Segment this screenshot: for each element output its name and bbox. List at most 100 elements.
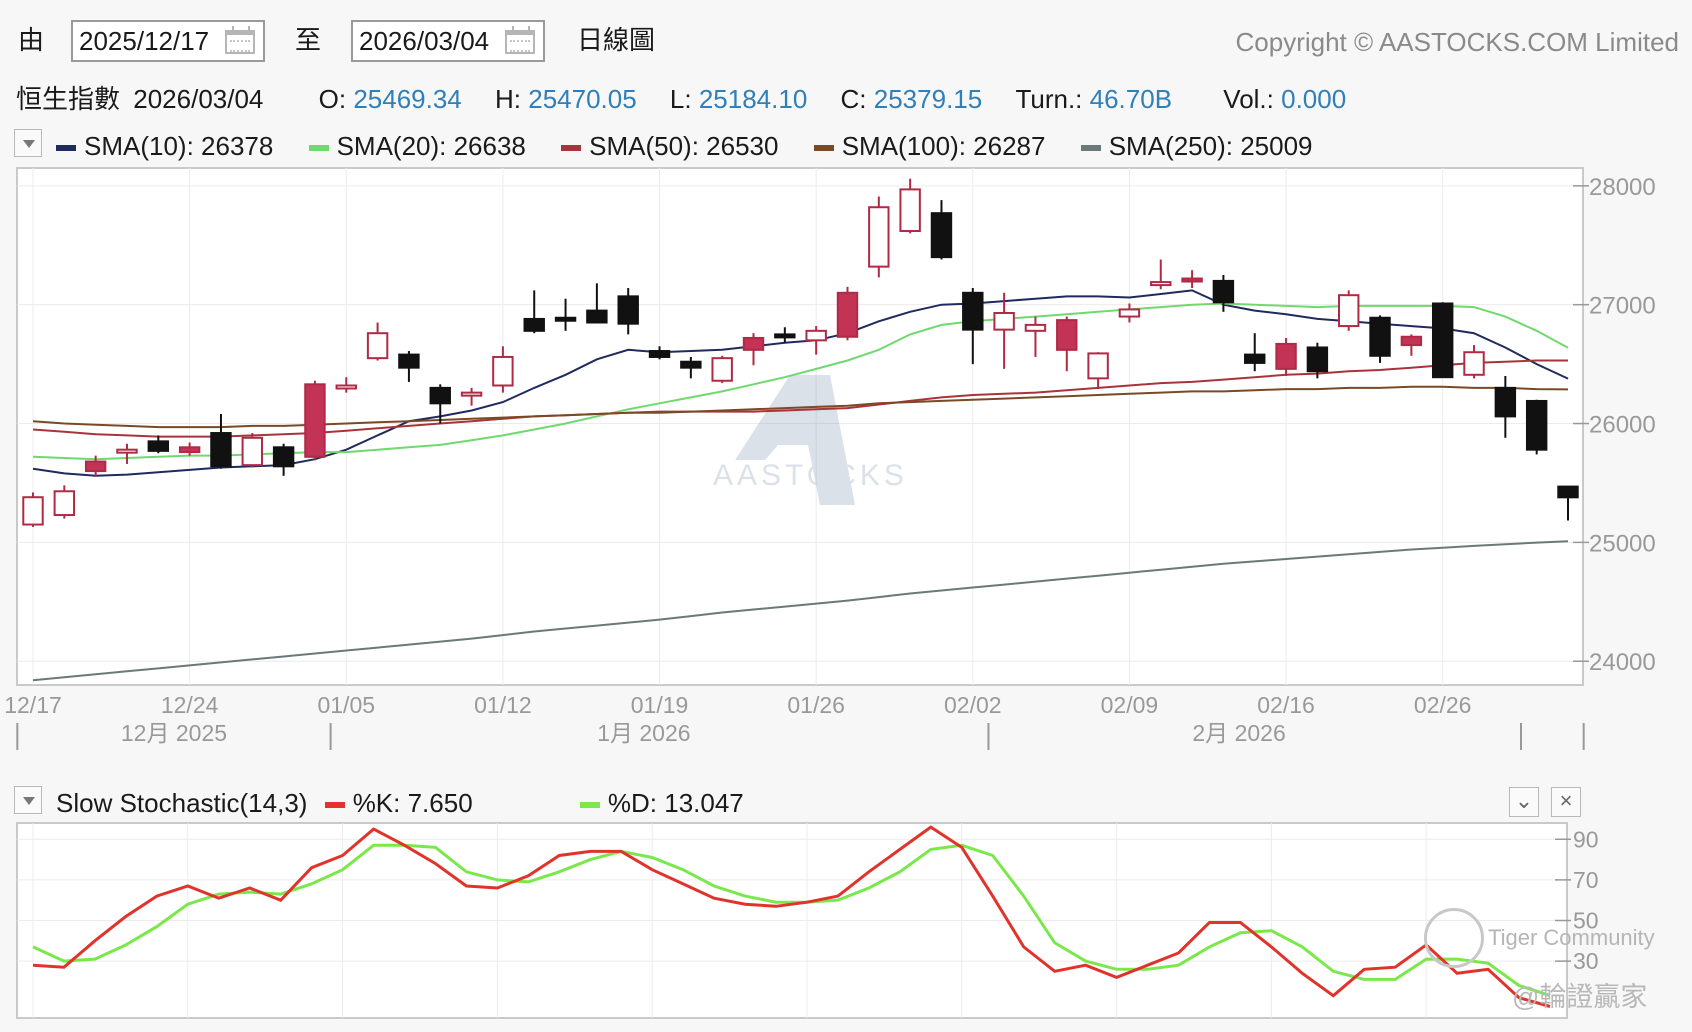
candle-body bbox=[680, 360, 702, 369]
from-date-input[interactable]: 2025/12/17 bbox=[71, 20, 265, 62]
sma-line bbox=[32, 385, 1569, 429]
legend-swatch bbox=[56, 145, 76, 152]
legend-swatch bbox=[579, 802, 600, 809]
sma-legend: SMA(10): 26378 SMA(20): 26638 SMA(50): 2… bbox=[56, 131, 1313, 161]
legend-swatch bbox=[813, 145, 834, 152]
stochastic-dropdown-button[interactable] bbox=[14, 786, 42, 814]
candle bbox=[210, 414, 232, 469]
legend-swatch bbox=[308, 145, 329, 152]
x-tick-label: 01/19 bbox=[631, 692, 689, 718]
candle-body bbox=[1056, 319, 1078, 351]
x-tick-label: 02/16 bbox=[1257, 692, 1315, 718]
candle-body bbox=[930, 212, 953, 259]
candle bbox=[1463, 345, 1485, 379]
period-select[interactable]: 日線圖 bbox=[577, 25, 656, 55]
candle bbox=[1244, 333, 1266, 372]
candle bbox=[554, 298, 577, 331]
community-watermark: Tiger Community bbox=[1488, 925, 1655, 950]
candle bbox=[1087, 352, 1109, 390]
candle bbox=[680, 356, 702, 379]
price-chart[interactable]: 24000 25000 26000 27000 28000 AASTOCKS 12/17 12… bbox=[0, 160, 1692, 760]
indicator-dropdown-button[interactable] bbox=[14, 129, 42, 157]
candle bbox=[366, 322, 389, 361]
candle bbox=[1056, 316, 1078, 372]
candle bbox=[84, 455, 107, 476]
candle-body bbox=[554, 316, 577, 322]
y-tick-label: 70 bbox=[1573, 867, 1599, 893]
candle-body bbox=[1463, 351, 1485, 376]
sma-legend-item: SMA(100): 26287 bbox=[813, 131, 1045, 161]
candle-body bbox=[1118, 308, 1141, 318]
candle bbox=[648, 346, 671, 360]
candle-body bbox=[1212, 279, 1235, 304]
volume-value: 0.000 bbox=[1281, 84, 1347, 114]
turnover-value: 46.70B bbox=[1089, 84, 1173, 114]
candle bbox=[1431, 302, 1454, 379]
candle bbox=[774, 327, 796, 343]
candle bbox=[868, 196, 890, 278]
candle-body bbox=[178, 446, 201, 454]
candle bbox=[993, 292, 1015, 369]
candle-body bbox=[805, 329, 827, 342]
to-date-input[interactable]: 2026/03/04 bbox=[351, 20, 545, 62]
candle bbox=[836, 286, 859, 341]
candle bbox=[742, 333, 765, 366]
x-tick-label: 12/17 bbox=[4, 692, 62, 718]
d-value: %D: 13.047 bbox=[607, 788, 744, 818]
candle bbox=[1525, 399, 1548, 455]
low-label: L: bbox=[669, 84, 692, 114]
x-tick-label: 01/12 bbox=[474, 692, 532, 718]
from-date-value: 2025/12/17 bbox=[79, 26, 210, 56]
close-icon[interactable]: × bbox=[1551, 787, 1581, 817]
candle-body bbox=[304, 383, 326, 458]
candle-body bbox=[586, 309, 608, 324]
candle bbox=[962, 288, 984, 365]
calendar-icon[interactable] bbox=[505, 26, 535, 54]
sma-legend-item: SMA(50): 26530 bbox=[561, 131, 778, 161]
candle-body bbox=[1338, 294, 1360, 328]
candle-body bbox=[429, 386, 451, 405]
candle-body bbox=[241, 436, 263, 467]
x-tick-label: 02/02 bbox=[944, 692, 1002, 718]
candle-body bbox=[272, 446, 295, 468]
candle bbox=[1150, 259, 1172, 290]
candle bbox=[304, 380, 326, 461]
candle bbox=[930, 200, 953, 260]
candle bbox=[1338, 290, 1360, 331]
candle-body bbox=[1244, 353, 1266, 364]
candle-body bbox=[993, 311, 1015, 331]
candle-body bbox=[1400, 335, 1423, 347]
candle bbox=[1181, 270, 1203, 289]
copyright: Copyright © AASTOCKS.COM Limited bbox=[1235, 27, 1680, 57]
candle bbox=[272, 443, 295, 476]
y-tick-label: 30 bbox=[1573, 948, 1599, 974]
candle bbox=[241, 433, 263, 468]
candle bbox=[429, 384, 451, 424]
candle bbox=[1118, 303, 1141, 323]
candle-body bbox=[1024, 323, 1047, 332]
candle bbox=[1275, 337, 1297, 376]
candle-body bbox=[492, 355, 514, 387]
candle bbox=[586, 283, 608, 324]
candle-body bbox=[1087, 352, 1109, 380]
candle bbox=[116, 443, 138, 464]
candle-body bbox=[53, 490, 76, 517]
sma-line bbox=[32, 359, 1568, 438]
stochastic-title: Slow Stochastic(14,3) bbox=[56, 788, 308, 818]
stochastic-chart[interactable]: 90 70 50 30 bbox=[0, 820, 1692, 1032]
calendar-icon[interactable] bbox=[225, 26, 255, 54]
handle-watermark: @輪證贏家 bbox=[1512, 982, 1648, 1012]
y-tick-label: 27000 bbox=[1589, 293, 1656, 320]
close-value: 25379.15 bbox=[873, 84, 983, 114]
candle-body bbox=[648, 350, 671, 358]
chevron-down-icon[interactable]: ⌄ bbox=[1509, 787, 1539, 817]
candle-body bbox=[1369, 316, 1391, 357]
candle bbox=[617, 288, 639, 335]
candle bbox=[178, 442, 201, 456]
candle-body bbox=[1181, 277, 1203, 283]
candle-body bbox=[147, 440, 170, 452]
candle bbox=[1400, 334, 1423, 356]
candle-body bbox=[836, 291, 859, 338]
turnover-label: Turn.: bbox=[1015, 84, 1083, 114]
watermark-text: AASTOCKS bbox=[713, 459, 908, 492]
